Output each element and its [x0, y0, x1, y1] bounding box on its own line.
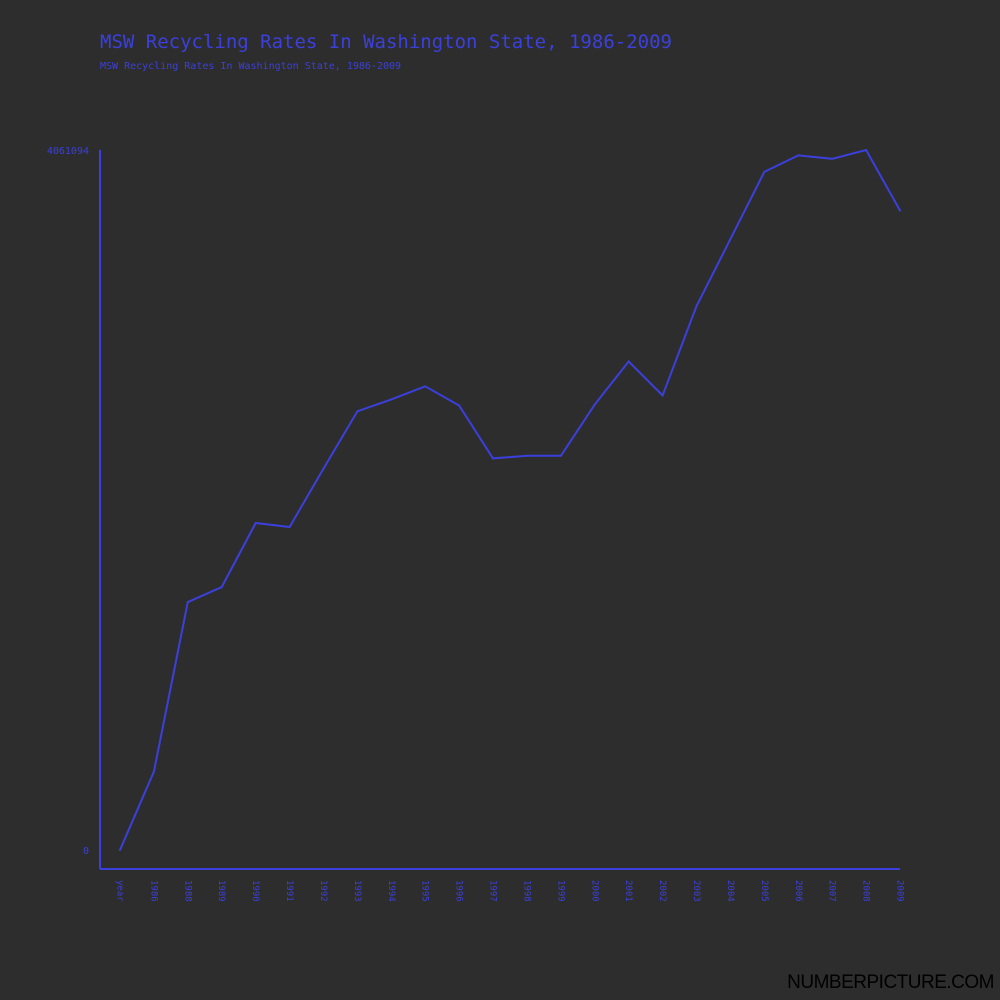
x-tick-label: 1991: [284, 880, 294, 902]
data-point: [763, 170, 766, 173]
x-tick-label: 2001: [623, 880, 633, 902]
data-point: [152, 770, 155, 773]
x-tick-label: 1995: [420, 880, 430, 902]
x-tick-label: 1996: [454, 880, 464, 902]
x-tick-label: 1988: [182, 880, 192, 902]
watermark-logo: NUMBERPICTURE.COM: [787, 972, 994, 993]
x-tick-label: year: [115, 880, 125, 902]
data-point: [288, 525, 291, 528]
data-point: [492, 457, 495, 460]
x-tick-label: 2006: [793, 880, 803, 902]
x-tick-label: 1997: [488, 880, 498, 902]
data-point: [322, 467, 325, 470]
x-tick-label: 2005: [759, 880, 769, 902]
chart-subtitle: MSW Recycling Rates In Washington State,…: [100, 61, 402, 72]
data-point: [899, 209, 901, 212]
data-point: [186, 601, 189, 604]
x-tick-label: 1993: [352, 880, 362, 902]
y-tick-label: 0: [83, 846, 89, 857]
x-tick-labels: year 1986 1988 1989 1990 1991 1992 1993 1994 1995…: [115, 880, 905, 902]
data-point: [729, 238, 732, 241]
data-point: [254, 522, 257, 525]
data-point: [119, 849, 121, 851]
data-point: [424, 385, 427, 388]
data-point: [797, 154, 800, 157]
data-point: [695, 305, 698, 308]
data-point: [593, 403, 596, 406]
data-point: [627, 360, 630, 363]
x-tick-label: 1990: [250, 880, 260, 902]
series-line: [119, 148, 901, 851]
x-tick-label: 1999: [555, 880, 565, 902]
x-tick-label: 1986: [148, 880, 158, 902]
data-point: [559, 454, 562, 457]
y-tick-labels: 0 4061094: [47, 146, 89, 857]
chart-axes: [99, 150, 900, 870]
x-tick-label: 1998: [521, 880, 531, 902]
x-tick-label: 1992: [318, 880, 328, 902]
x-tick-label: 1989: [216, 880, 226, 902]
data-point: [831, 157, 834, 160]
data-point: [458, 404, 461, 407]
series-group: [119, 148, 901, 851]
x-tick-label: 2008: [861, 880, 871, 902]
data-point: [356, 410, 359, 413]
x-tick-label: 2004: [725, 880, 735, 902]
x-tick-label: 2007: [827, 880, 837, 902]
chart-title: MSW Recycling Rates In Washington State,…: [100, 31, 672, 53]
x-tick-label: 2003: [691, 880, 701, 902]
data-point: [661, 394, 664, 397]
x-tick-label: 2002: [657, 880, 667, 902]
data-point: [865, 149, 868, 151]
data-point: [525, 454, 528, 457]
x-tick-label: 1994: [386, 880, 396, 902]
data-point: [390, 398, 393, 401]
x-tick-label: 2009: [895, 880, 905, 902]
y-tick-label: 4061094: [47, 146, 89, 157]
data-point: [220, 586, 223, 589]
x-tick-label: 2000: [589, 880, 599, 902]
